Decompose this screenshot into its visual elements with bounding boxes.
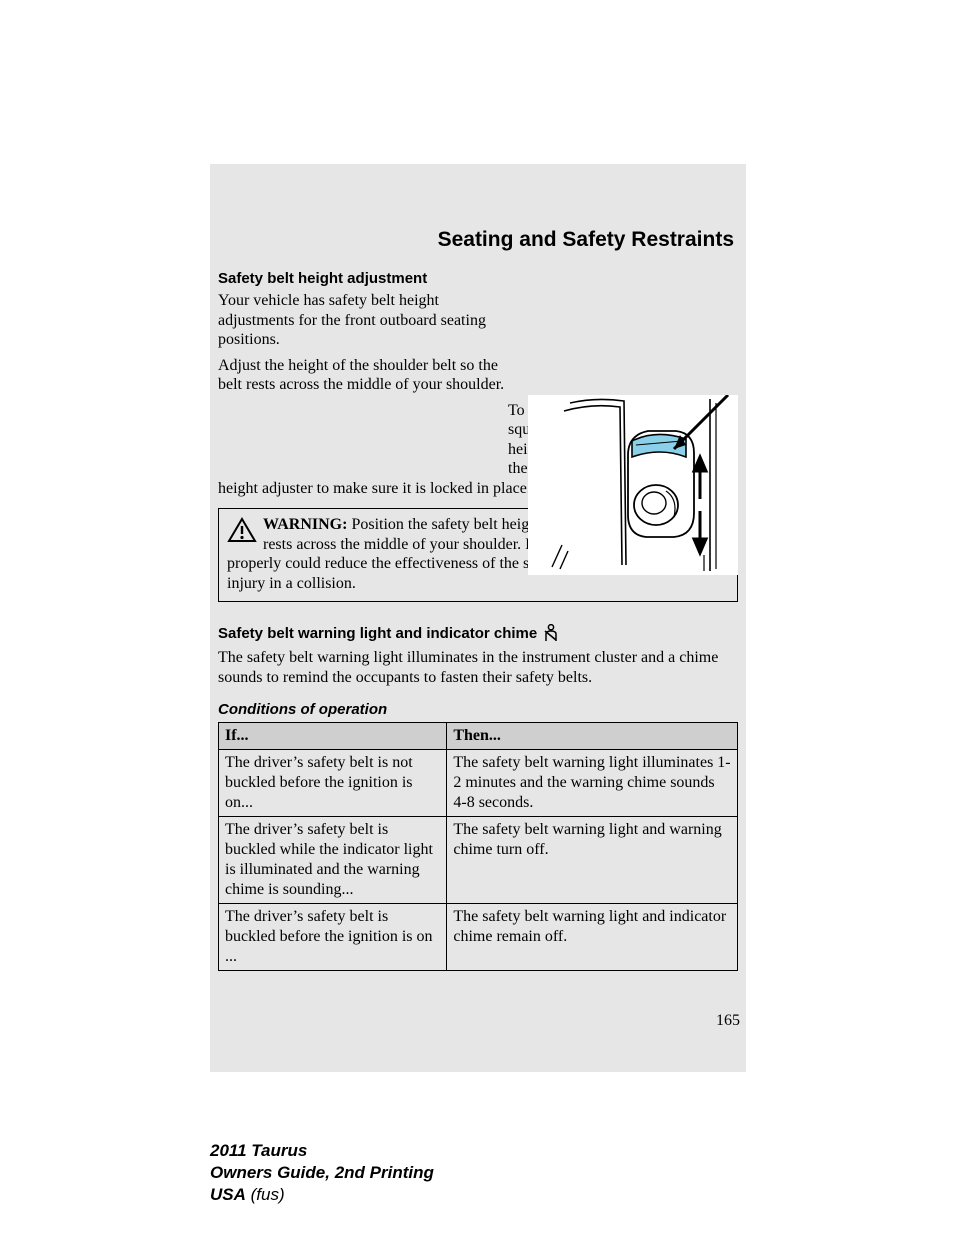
table-cell-if: The driver’s safety belt is buckled befo… [219, 904, 447, 971]
document-page: Seating and Safety Restraints Safety bel… [210, 164, 746, 1072]
table-cell-then: The safety belt warning light and indica… [447, 904, 738, 971]
table-header-if: If... [219, 723, 447, 750]
warning-icon [227, 517, 257, 543]
table-header-row: If... Then... [219, 723, 738, 750]
section-title-height-adjustment: Safety belt height adjustment [218, 270, 738, 287]
table-row: The driver’s safety belt is not buckled … [219, 750, 738, 817]
paragraph: The safety belt warning light illuminate… [218, 648, 738, 687]
page-content: Seating and Safety Restraints Safety bel… [218, 228, 738, 971]
paragraph: Your vehicle has safety belt height adju… [218, 291, 508, 350]
table-row: The driver’s safety belt is buckled whil… [219, 817, 738, 904]
table-cell-then: The safety belt warning light and warnin… [447, 817, 738, 904]
table-row: The driver’s safety belt is buckled befo… [219, 904, 738, 971]
table-cell-then: The safety belt warning light illuminate… [447, 750, 738, 817]
paragraph: Adjust the height of the shoulder belt s… [218, 356, 508, 395]
table-cell-if: The driver’s safety belt is buckled whil… [219, 817, 447, 904]
footer-line3: USA (fus) [210, 1184, 434, 1206]
conditions-table: If... Then... The driver’s safety belt i… [218, 722, 738, 971]
table-header-then: Then... [447, 723, 738, 750]
conditions-heading: Conditions of operation [218, 701, 738, 718]
footer-line1: 2011 Taurus [210, 1140, 434, 1162]
table-cell-if: The driver’s safety belt is not buckled … [219, 750, 447, 817]
belt-adjuster-diagram [528, 395, 738, 575]
document-footer: 2011 Taurus Owners Guide, 2nd Printing U… [210, 1140, 434, 1206]
chapter-title: Seating and Safety Restraints [218, 228, 738, 252]
section-title-text: Safety belt warning light and indicator … [218, 625, 537, 642]
seatbelt-icon [543, 624, 559, 642]
page-number: 165 [716, 1012, 740, 1030]
footer-line2: Owners Guide, 2nd Printing [210, 1162, 434, 1184]
section-title-warning-light: Safety belt warning light and indicator … [218, 624, 738, 642]
warning-label: WARNING: [263, 516, 347, 533]
